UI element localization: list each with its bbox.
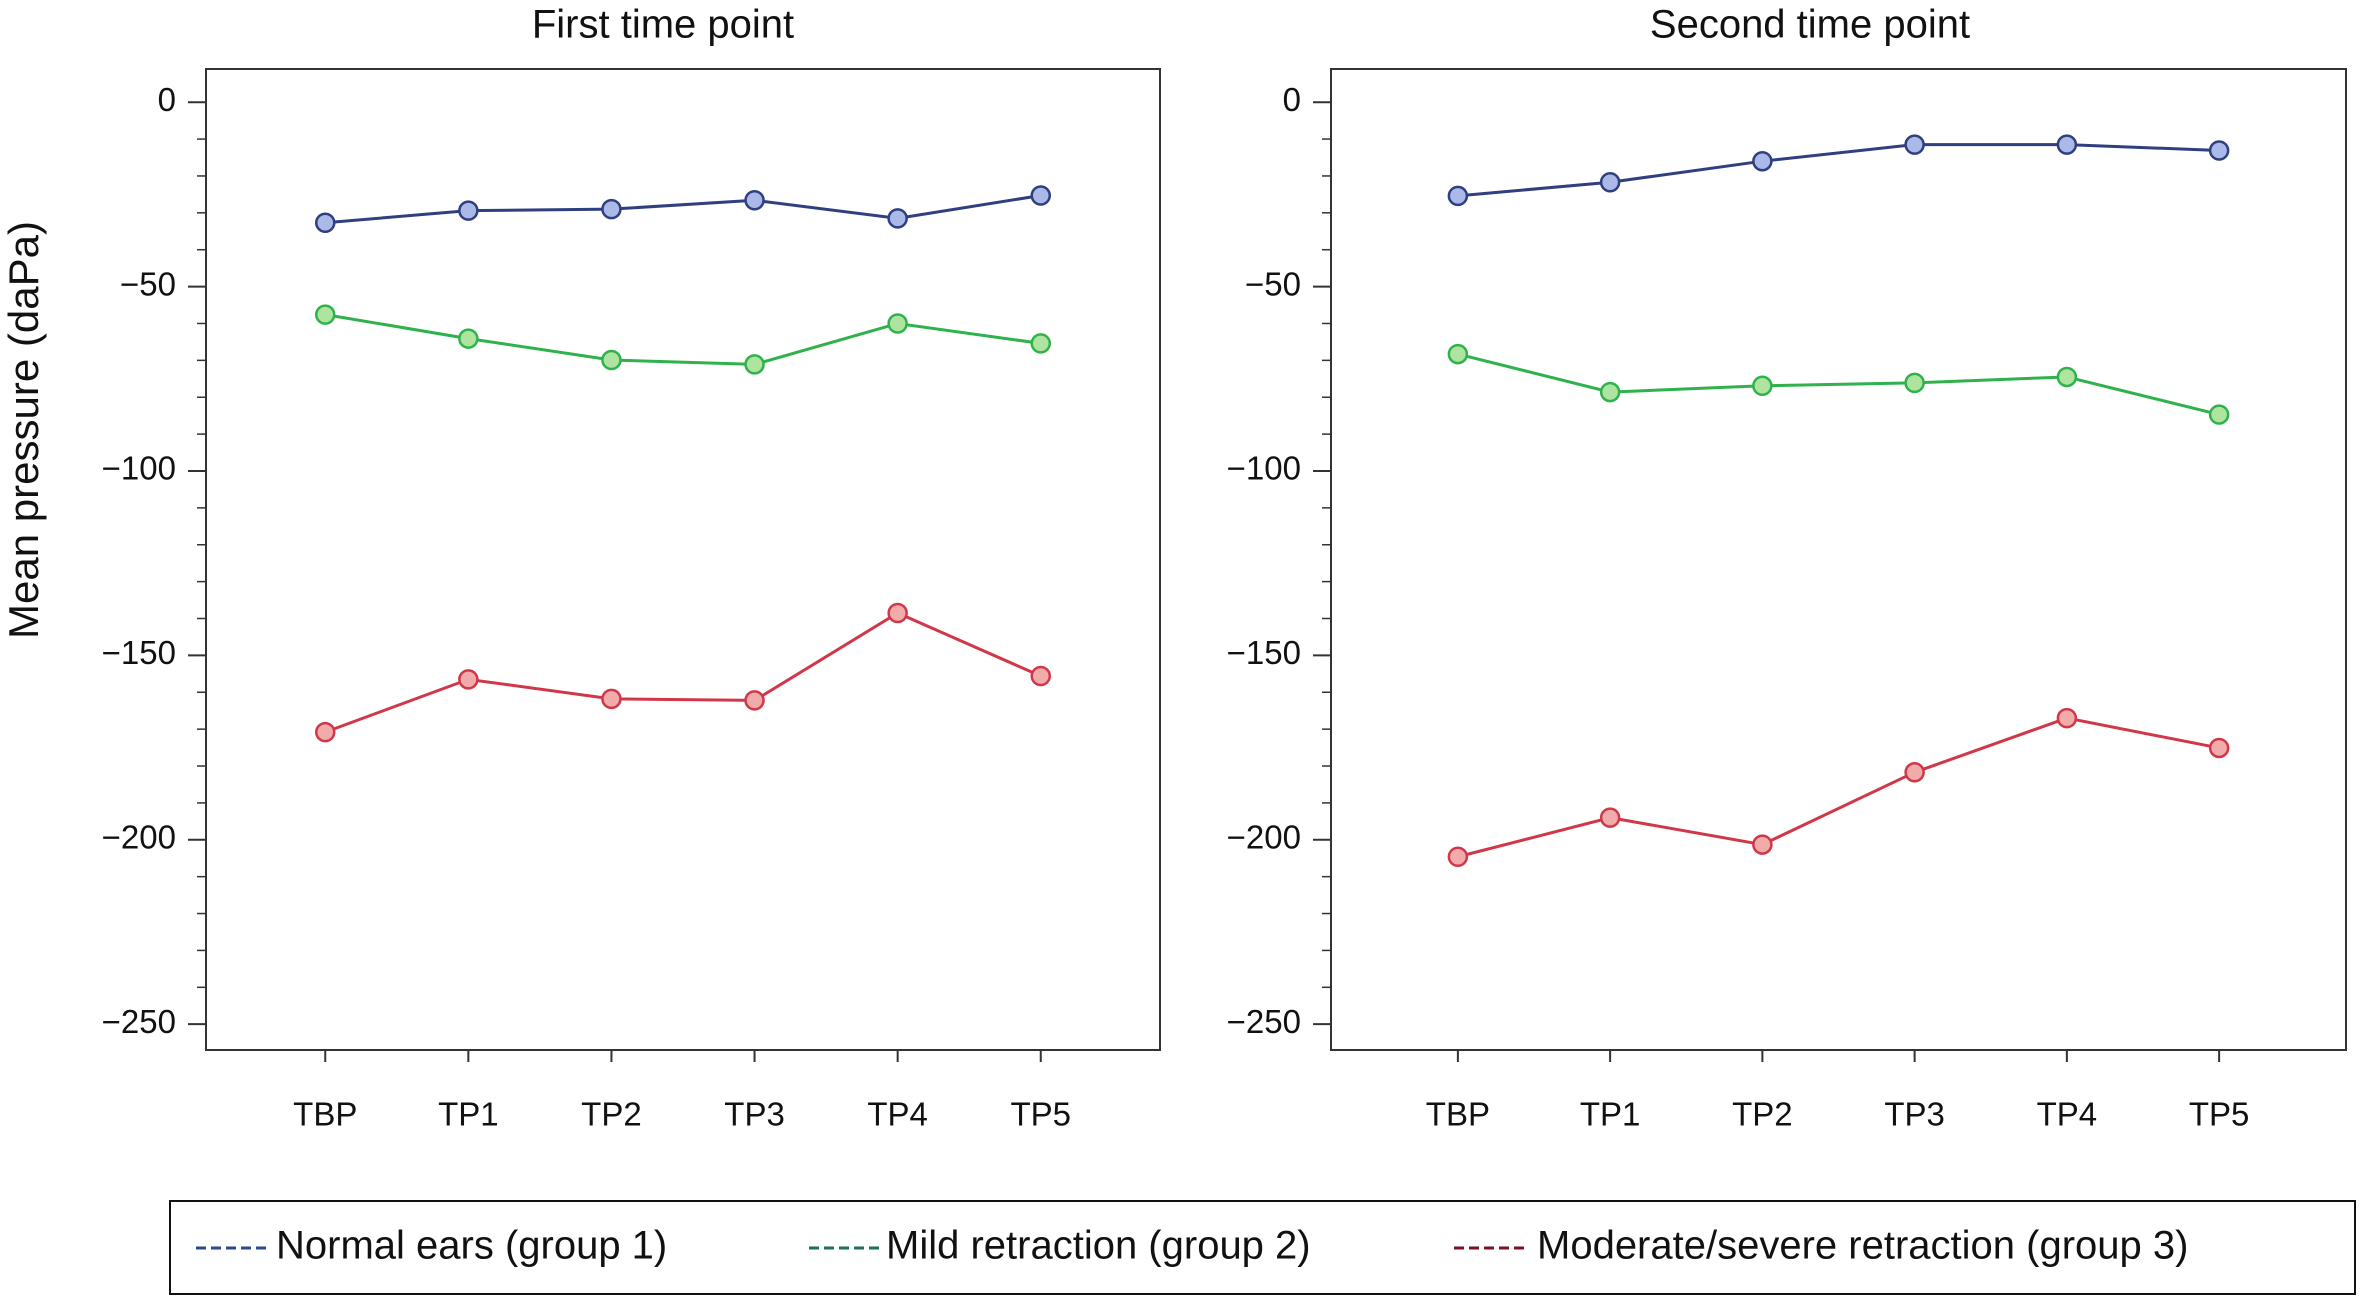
x-tick-label: TP1 <box>1580 1096 1641 1133</box>
series-line <box>1457 716 2220 859</box>
marker <box>1752 150 1773 172</box>
marker <box>1030 333 1051 354</box>
marker <box>2208 404 2230 425</box>
series-line <box>324 611 1042 734</box>
marker <box>315 212 336 234</box>
series-line <box>1457 352 2220 417</box>
marker <box>887 313 908 334</box>
marker <box>2056 366 2078 388</box>
marker <box>315 304 336 325</box>
y-tick-label: −100 <box>1227 450 1301 487</box>
x-tick-label: TBP <box>293 1096 357 1133</box>
marker <box>1752 375 1773 397</box>
plot-frame <box>1330 68 2347 1051</box>
series-line <box>1457 143 2220 198</box>
x-tick-label: TP5 <box>2189 1096 2250 1133</box>
y-tick-label: −50 <box>1245 265 1301 302</box>
legend-label: Mild retraction (group 2) <box>886 1224 1311 1268</box>
x-tick-label: TP4 <box>2037 1096 2098 1133</box>
legend-label: Normal ears (group 1) <box>276 1224 667 1268</box>
marker <box>744 354 765 375</box>
y-tick-label: 0 <box>1283 81 1301 118</box>
y-tick-label: −100 <box>102 450 176 487</box>
x-tick-label: TBP <box>1426 1096 1490 1133</box>
x-tick-label: TP1 <box>438 1096 499 1133</box>
marker <box>1447 185 1469 207</box>
marker <box>1030 185 1051 206</box>
x-tick-label: TP2 <box>1732 1096 1793 1133</box>
marker <box>887 602 908 624</box>
marker <box>1599 171 1621 193</box>
marker <box>2056 707 2078 729</box>
marker <box>2056 134 2078 155</box>
marker <box>458 669 479 690</box>
marker <box>458 200 479 221</box>
y-tick-label: −250 <box>102 1003 176 1040</box>
legend-box <box>169 1200 2356 1295</box>
x-tick-label: TP2 <box>581 1096 642 1133</box>
marker <box>1447 846 1469 868</box>
marker <box>2208 140 2230 161</box>
y-tick-label: −200 <box>1227 819 1301 856</box>
chart-title: Second time point <box>1650 3 1970 47</box>
marker <box>887 208 908 229</box>
y-tick-label: −50 <box>120 265 176 302</box>
series-line <box>325 313 1041 366</box>
y-tick-label: 0 <box>158 81 176 118</box>
marker <box>1752 834 1773 855</box>
y-tick-label: −250 <box>1227 1003 1301 1040</box>
marker <box>744 690 765 711</box>
marker <box>458 328 479 349</box>
marker <box>601 349 622 371</box>
x-tick-label: TP4 <box>867 1096 928 1133</box>
marker <box>1599 807 1621 828</box>
x-tick-label: TP3 <box>724 1096 785 1133</box>
legend-label: Moderate/severe retraction (group 3) <box>1537 1224 2188 1268</box>
y-tick-label: −150 <box>102 634 176 671</box>
y-tick-label: −150 <box>1227 634 1301 671</box>
chart-title: First time point <box>532 3 794 47</box>
marker <box>601 198 622 220</box>
plot-frame <box>205 68 1161 1051</box>
marker <box>1599 381 1621 403</box>
marker <box>744 190 765 211</box>
marker <box>1904 134 1925 155</box>
marker <box>2208 737 2230 759</box>
y-tick-label: −200 <box>102 819 176 856</box>
marker <box>1447 343 1469 365</box>
marker <box>1904 372 1925 394</box>
x-tick-label: TP5 <box>1010 1096 1071 1133</box>
marker <box>601 688 622 710</box>
series-line <box>325 194 1041 225</box>
marker <box>1904 762 1925 783</box>
x-tick-label: TP3 <box>1884 1096 1945 1133</box>
marker <box>1030 665 1051 687</box>
y-axis-label: Mean pressure (daPa) <box>0 221 47 639</box>
marker <box>315 721 336 743</box>
